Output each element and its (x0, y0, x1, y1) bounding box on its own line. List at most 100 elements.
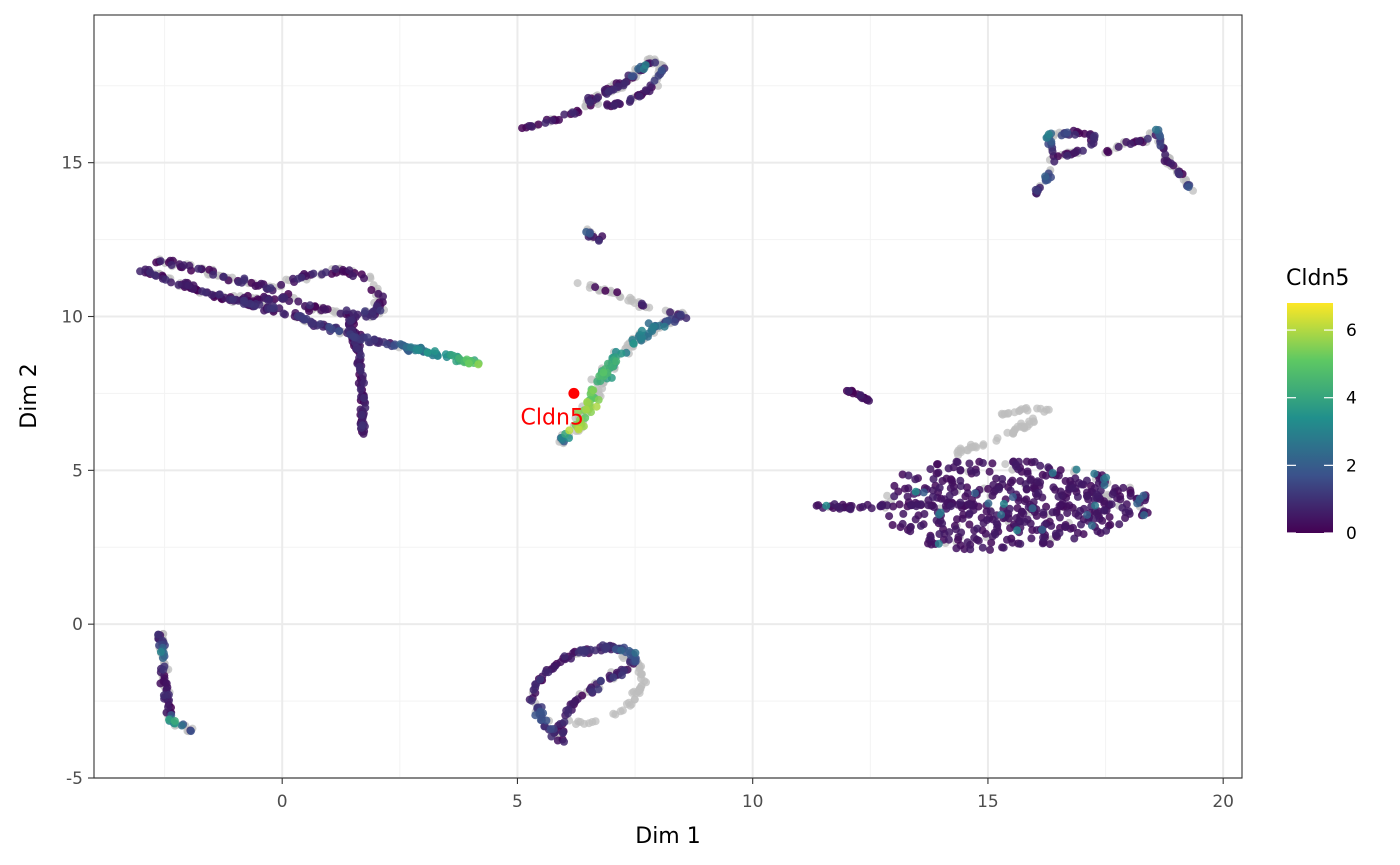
cell-point (657, 66, 666, 75)
cell-point (1028, 504, 1037, 513)
cell-point-unexpressed (637, 670, 646, 678)
cell-point (610, 101, 618, 110)
cell-point (995, 485, 1003, 494)
cell-point-unexpressed (572, 720, 580, 729)
cell-point (1126, 140, 1135, 148)
cell-point (1089, 132, 1098, 141)
cell-point (544, 668, 553, 677)
x-tick-label: 20 (1212, 792, 1234, 812)
cell-point (1023, 469, 1032, 478)
cell-point-unexpressed (957, 446, 966, 455)
cell-point-unexpressed (580, 719, 589, 728)
cell-point (1083, 510, 1092, 519)
cell-point (376, 306, 385, 315)
cell-point (631, 648, 640, 657)
cell-point (363, 333, 372, 342)
cell-point (1029, 498, 1038, 507)
cell-point (207, 290, 216, 299)
cell-point (246, 299, 255, 308)
cell-point (269, 304, 278, 313)
cell-point (589, 386, 598, 395)
cell-point (970, 533, 979, 542)
cell-point (325, 323, 334, 331)
cell-point (1068, 484, 1077, 493)
cell-point (988, 459, 997, 468)
cell-point (560, 652, 569, 661)
cell-point (551, 662, 560, 671)
cell-point (1027, 534, 1036, 543)
cell-point-unexpressed (366, 274, 375, 283)
cell-point (858, 502, 867, 511)
cell-point (895, 500, 904, 509)
cell-point (1126, 491, 1135, 500)
cell-point (423, 348, 432, 357)
cell-point (360, 274, 368, 283)
cell-point (1105, 513, 1114, 522)
cell-point (1156, 132, 1165, 141)
cell-point (635, 92, 644, 101)
cell-point (1100, 506, 1109, 515)
x-tick-label: 5 (512, 792, 523, 812)
cell-point (926, 533, 935, 542)
cell-point (1083, 492, 1092, 501)
cell-point (1054, 492, 1063, 501)
cell-point (906, 522, 915, 531)
cell-point (209, 270, 218, 279)
cell-point (903, 492, 912, 501)
cell-point (361, 403, 370, 412)
cell-point (612, 357, 621, 366)
cell-point (999, 499, 1008, 508)
legend-tick-label: 4 (1346, 389, 1357, 409)
cell-point (1072, 465, 1081, 474)
cell-point (474, 360, 483, 369)
color-legend: Cldn5 0 2 4 6 (1286, 266, 1357, 544)
cell-point (919, 488, 928, 497)
cell-point (1017, 507, 1026, 516)
cell-point (945, 528, 954, 537)
y-tick-label: 5 (72, 461, 83, 481)
cell-point (240, 296, 248, 305)
cell-point (1093, 509, 1102, 518)
cell-point (412, 345, 421, 354)
cell-point (1184, 183, 1193, 192)
cell-point (1106, 520, 1115, 529)
cell-point (1048, 508, 1057, 517)
cell-point (965, 520, 974, 529)
cell-point-unexpressed (992, 436, 1001, 445)
cell-point-unexpressed (573, 279, 582, 288)
cell-point (641, 61, 650, 70)
cell-point (924, 501, 933, 510)
cell-point (952, 544, 961, 553)
cell-point (596, 676, 605, 685)
cell-point (348, 272, 357, 281)
cell-point (338, 265, 347, 274)
cell-point (846, 505, 855, 514)
cell-point (336, 309, 345, 318)
cell-point (177, 721, 186, 730)
cell-point (383, 340, 392, 349)
cell-point (194, 264, 203, 273)
cell-point (935, 483, 944, 492)
cell-point (651, 58, 660, 67)
cell-point (1100, 481, 1109, 490)
cell-point (464, 359, 473, 368)
cell-point (1118, 503, 1127, 512)
cell-point (649, 322, 658, 331)
cell-point-unexpressed (627, 295, 636, 304)
cell-point (1063, 128, 1072, 137)
cell-point (184, 281, 193, 290)
cell-point (1063, 151, 1072, 160)
cell-point (1175, 170, 1183, 179)
cell-point-unexpressed (618, 706, 627, 715)
cell-point (889, 502, 898, 511)
cell-point-unexpressed (883, 491, 892, 500)
cell-point (1054, 471, 1063, 480)
cell-point (594, 236, 603, 245)
cell-point (167, 261, 176, 269)
cell-point (1063, 509, 1072, 518)
cell-point (926, 465, 935, 474)
legend-ticks: 0 2 4 6 (1287, 321, 1357, 544)
cell-point (156, 257, 165, 266)
cell-point (602, 642, 610, 651)
cell-point (812, 501, 821, 510)
